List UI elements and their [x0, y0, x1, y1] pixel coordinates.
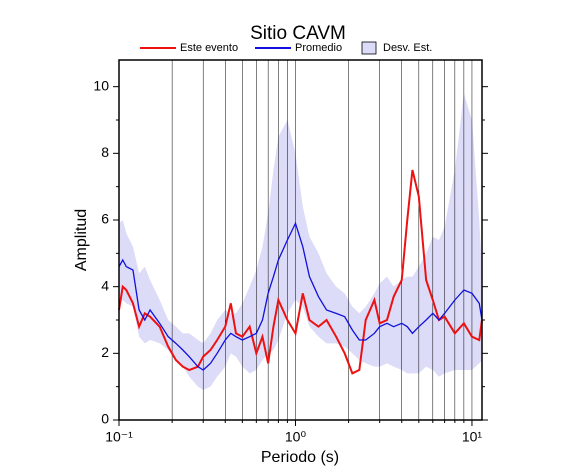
std-band — [119, 93, 482, 390]
series-line — [118, 221, 483, 371]
y-tick-label: 0 — [101, 411, 109, 427]
x-axis-label: Periodo (s) — [261, 449, 339, 466]
y-tick-label: 2 — [101, 344, 109, 360]
y-tick-label: 8 — [101, 144, 109, 160]
series-line — [118, 169, 483, 375]
legend-swatch — [361, 41, 377, 55]
y-axis-label: Amplitud — [73, 209, 90, 271]
plot-frame — [118, 59, 483, 421]
chart-title: Sitio CAVM — [250, 23, 346, 44]
x-tick-label: 10⁰ — [285, 429, 307, 445]
y-tick-label: 4 — [101, 277, 109, 293]
legend-label: Desv. Est. — [383, 42, 432, 54]
legend-label: Promedio — [295, 42, 342, 54]
x-tick-label: 10⁻¹ — [105, 429, 133, 445]
y-tick-label: 10 — [93, 77, 109, 93]
y-tick-label: 6 — [101, 211, 109, 227]
legend-label: Este evento — [180, 42, 238, 54]
x-tick-label: 10¹ — [462, 429, 483, 445]
